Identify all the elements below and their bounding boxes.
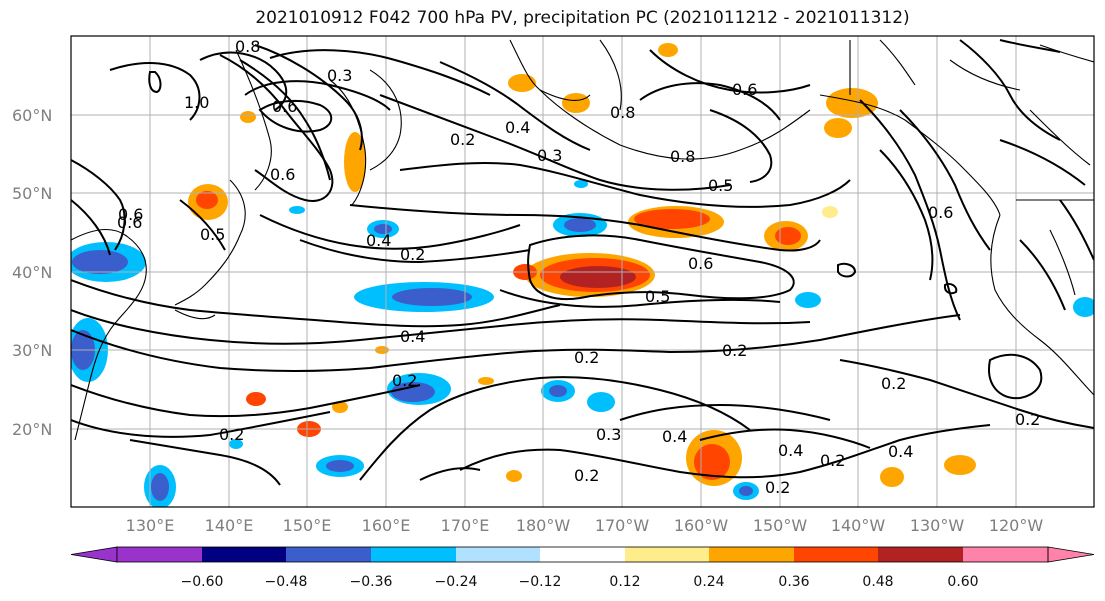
lon-label: 160°W (674, 516, 729, 535)
contour-label: 0.5 (708, 176, 733, 195)
contour-label: 0.3 (537, 146, 562, 165)
contour-label: 0.2 (450, 130, 475, 149)
lon-label: 160°E (362, 516, 411, 535)
colorbar (70, 546, 1095, 563)
colorbar-outline (116, 546, 1049, 563)
contour-label: 0.4 (400, 327, 425, 346)
lat-label: 30°N (12, 341, 52, 360)
colorbar-tick-label: −0.12 (519, 574, 562, 590)
colorbar-tick-label: 0.48 (862, 574, 893, 590)
colorbar-segment (540, 547, 625, 562)
precip-shading (71, 43, 1094, 507)
contour-label: 0.3 (327, 66, 352, 85)
colorbar-extend-max (1047, 546, 1095, 563)
contour-label: 0.2 (1015, 410, 1040, 429)
contour-label: 0.4 (662, 427, 687, 446)
plot-frame (70, 35, 1095, 508)
contour-label: 0.2 (722, 341, 747, 360)
colorbar-segment (117, 547, 202, 562)
lat-label: 40°N (12, 263, 52, 282)
colorbar-tick-label: 0.60 (947, 574, 978, 590)
lat-label: 20°N (12, 420, 52, 439)
lon-label: 140°W (831, 516, 886, 535)
contour-label: 0.6 (270, 165, 295, 184)
lon-label: 150°W (753, 516, 808, 535)
lon-label: 130°E (126, 516, 175, 535)
contour-label: 0.6 (117, 213, 142, 232)
contour-label: 0.8 (610, 103, 635, 122)
colorbar-tick-label: −0.48 (265, 574, 308, 590)
colorbar-extend-min (70, 546, 118, 563)
contour-label: 0.6 (272, 97, 297, 116)
colorbar-tick-label: 0.12 (609, 574, 640, 590)
contour-label: 0.3 (596, 425, 621, 444)
colorbar-segment (202, 547, 286, 562)
lon-label: 170°E (441, 516, 490, 535)
colorbar-segment (878, 547, 963, 562)
contour-label: 0.5 (645, 287, 670, 306)
contour-label: 0.5 (200, 225, 225, 244)
contour-label: 0.6 (118, 205, 143, 224)
contour-label: 0.2 (219, 425, 244, 444)
lon-label: 170°W (595, 516, 650, 535)
colorbar-segment (456, 547, 540, 562)
contour-label: 0.6 (928, 203, 953, 222)
contour-label: 0.2 (820, 451, 845, 470)
colorbar-tick-label: 0.24 (693, 574, 724, 590)
contour-label: 0.6 (688, 254, 713, 273)
contour-label: 0.4 (505, 118, 530, 137)
lat-label: 60°N (12, 106, 52, 125)
contour-label: 1.0 (184, 93, 209, 112)
contour-label: 0.2 (765, 478, 790, 497)
colorbar-segment (286, 547, 371, 562)
colorbar-tick-label: −0.60 (181, 574, 224, 590)
colorbar-tick-label: 0.36 (778, 574, 809, 590)
colorbar-segment (963, 547, 1048, 562)
contour-label: 0.2 (574, 466, 599, 485)
lon-label: 130°W (910, 516, 965, 535)
contour-label: 0.8 (235, 37, 260, 56)
lon-label: 120°W (989, 516, 1044, 535)
contour-label: 0.4 (366, 231, 391, 250)
lon-label: 150°E (283, 516, 332, 535)
contour-label: 0.8 (670, 147, 695, 166)
colorbar-segment (709, 547, 794, 562)
contour-label: 0.6 (732, 80, 757, 99)
pv-contours (71, 39, 1094, 486)
map-title: 2021010912 F042 700 hPa PV, precipitatio… (255, 8, 910, 28)
contour-label: 0.4 (778, 441, 803, 460)
colorbar-ticks: −0.60 −0.48 −0.36 −0.24 −0.12 0.12 0.24 … (181, 574, 979, 590)
colorbar-tick-label: −0.36 (350, 574, 393, 590)
lon-label: 180°W (516, 516, 571, 535)
colorbar-segment (371, 547, 456, 562)
contour-label: 0.2 (574, 348, 599, 367)
lon-label: 140°E (205, 516, 254, 535)
latitude-labels: 60°N 50°N 40°N 30°N 20°N (12, 106, 52, 439)
lat-label: 50°N (12, 184, 52, 203)
colorbar-segment (794, 547, 878, 562)
contour-label: 0.4 (888, 442, 913, 461)
longitude-labels: 130°E 140°E 150°E 160°E 170°E 180°W 170°… (126, 516, 1044, 535)
colorbar-segment (625, 547, 709, 562)
contour-label: 0.2 (392, 371, 417, 390)
contour-label: 0.2 (400, 245, 425, 264)
contour-labels: 0.3 0.6 0.8 1.0 0.2 0.4 0.3 0.6 0.8 0.5 … (117, 37, 1040, 497)
contour-label: 0.2 (881, 374, 906, 393)
colorbar-tick-label: −0.24 (435, 574, 478, 590)
coastlines (71, 39, 1094, 441)
